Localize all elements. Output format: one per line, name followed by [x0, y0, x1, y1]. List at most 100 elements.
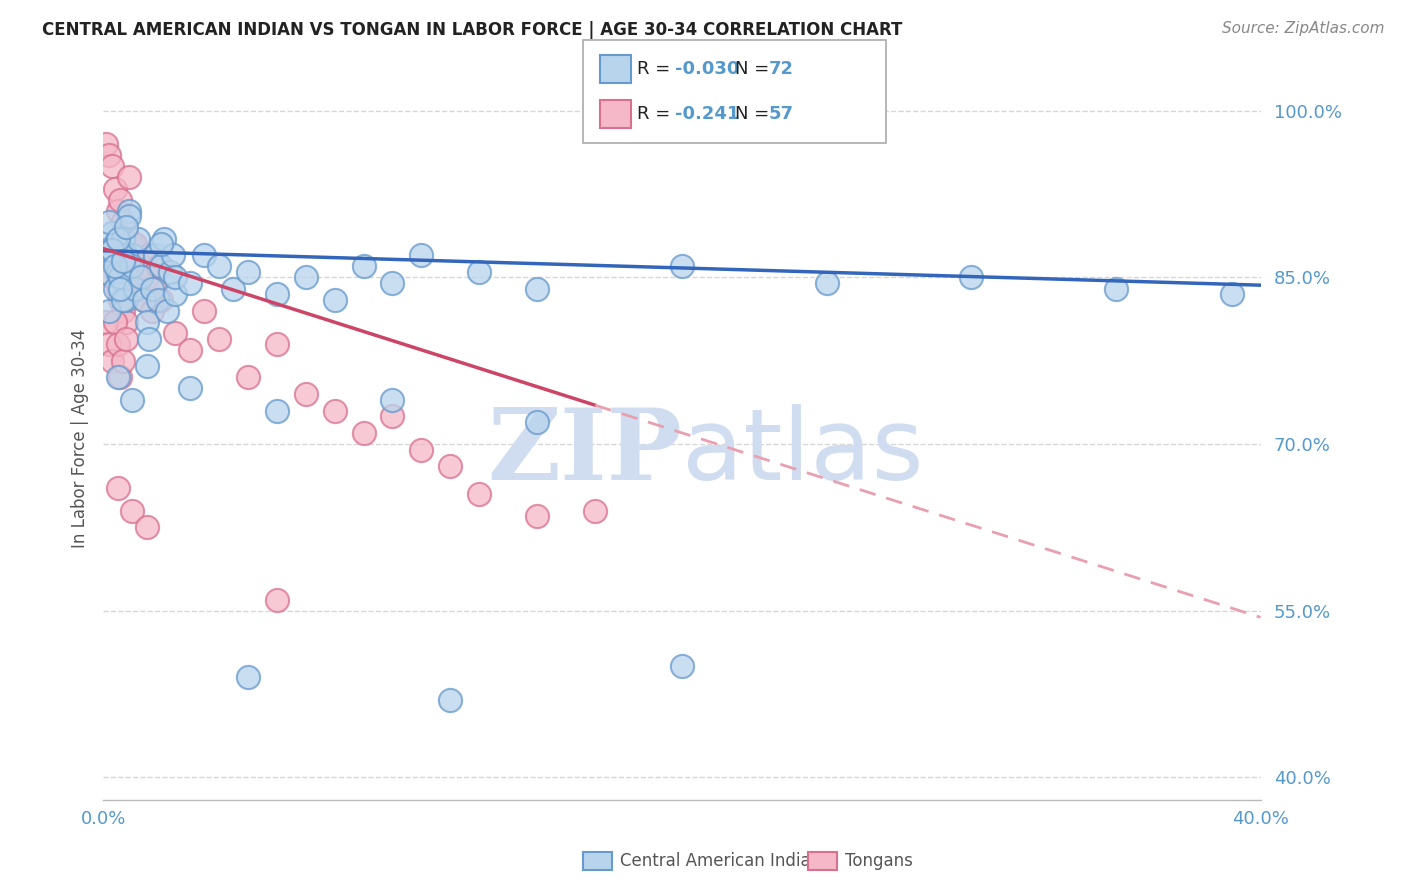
Point [150, 260, 173, 274]
Point [110, 370, 132, 384]
Point [127, 281, 149, 295]
Point [266, 592, 288, 607]
Point [671, 659, 693, 673]
Point [266, 403, 288, 417]
Point [97, 260, 120, 274]
Point [107, 482, 129, 496]
Point [411, 442, 433, 457]
Point [97, 337, 120, 351]
Point [294, 387, 316, 401]
Point [110, 281, 132, 295]
Point [165, 326, 187, 340]
Point [150, 293, 173, 307]
Point [107, 265, 129, 279]
Point [107, 337, 129, 351]
Point [112, 253, 135, 268]
Point [266, 337, 288, 351]
Text: Source: ZipAtlas.com: Source: ZipAtlas.com [1222, 21, 1385, 36]
Point [124, 281, 146, 295]
Point [208, 260, 231, 274]
Point [104, 281, 127, 295]
Point [115, 226, 138, 240]
Point [115, 248, 138, 262]
Point [439, 692, 461, 706]
Point [165, 270, 187, 285]
Text: 72: 72 [769, 60, 794, 78]
Point [353, 260, 375, 274]
Point [112, 303, 135, 318]
Point [179, 382, 201, 396]
Point [323, 293, 346, 307]
Point [104, 315, 127, 329]
Point [127, 231, 149, 245]
Point [179, 276, 201, 290]
Point [104, 237, 127, 252]
Point [1105, 281, 1128, 295]
Point [266, 287, 288, 301]
Point [381, 409, 404, 424]
Point [671, 260, 693, 274]
Point [815, 276, 838, 290]
Point [236, 670, 259, 684]
Point [960, 270, 983, 285]
Text: R =: R = [637, 60, 676, 78]
Point [112, 231, 135, 245]
Point [121, 237, 143, 252]
Text: CENTRAL AMERICAN INDIAN VS TONGAN IN LABOR FORCE | AGE 30-34 CORRELATION CHART: CENTRAL AMERICAN INDIAN VS TONGAN IN LAB… [42, 21, 903, 38]
Point [107, 281, 129, 295]
Point [104, 181, 127, 195]
Point [135, 520, 157, 534]
Text: R =: R = [637, 105, 676, 123]
Point [124, 237, 146, 252]
Point [112, 353, 135, 368]
Point [143, 281, 166, 295]
Point [115, 315, 138, 329]
Text: 57: 57 [769, 105, 794, 123]
Text: N =: N = [735, 60, 775, 78]
Point [118, 260, 141, 274]
Point [208, 331, 231, 345]
Point [110, 270, 132, 285]
Point [115, 331, 138, 345]
Point [222, 281, 245, 295]
Point [141, 303, 163, 318]
Text: atlas: atlas [682, 404, 924, 501]
Point [94, 243, 117, 257]
Point [104, 237, 127, 252]
Point [179, 343, 201, 357]
Point [143, 248, 166, 262]
Point [583, 504, 606, 518]
Point [121, 260, 143, 274]
Point [129, 270, 152, 285]
Point [132, 293, 155, 307]
Point [97, 303, 120, 318]
Point [118, 203, 141, 218]
Point [112, 215, 135, 229]
Point [236, 265, 259, 279]
Point [97, 215, 120, 229]
Point [138, 331, 160, 345]
Point [118, 209, 141, 223]
Point [112, 293, 135, 307]
Point [381, 392, 404, 407]
Point [411, 248, 433, 262]
Point [107, 270, 129, 285]
Text: N =: N = [735, 105, 775, 123]
Text: Tongans: Tongans [845, 852, 912, 870]
Point [110, 293, 132, 307]
Point [153, 231, 176, 245]
Point [101, 226, 124, 240]
Point [146, 293, 169, 307]
Point [156, 303, 179, 318]
Point [526, 415, 548, 429]
Point [107, 203, 129, 218]
Point [101, 243, 124, 257]
Point [97, 248, 120, 262]
Point [107, 370, 129, 384]
Point [323, 403, 346, 417]
Point [193, 303, 215, 318]
Text: -0.030: -0.030 [675, 60, 740, 78]
Text: ZIP: ZIP [486, 404, 682, 501]
Point [101, 270, 124, 285]
Point [468, 487, 491, 501]
